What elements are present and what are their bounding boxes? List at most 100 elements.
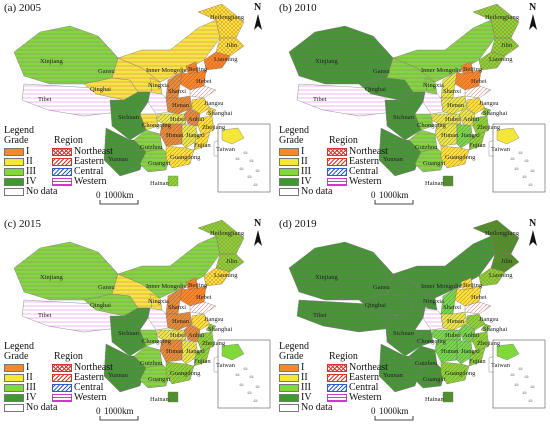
region-hatch — [192, 314, 210, 330]
province-label: Jilin — [226, 258, 238, 265]
region-hatch — [204, 268, 230, 286]
legend-region-label: Northeast — [349, 362, 388, 373]
scale-bar — [374, 416, 414, 421]
province-label: Jiangxi — [186, 132, 205, 139]
map-panel: (b) 2010 N 0 1000km Xinjiang Tibet Qinghai Gans… — [275, 0, 550, 216]
region-hatch — [467, 314, 485, 330]
region-hatch — [198, 4, 244, 38]
province-label: Hebei — [196, 294, 212, 301]
province-label: Hainan — [150, 396, 169, 403]
region-hatch — [455, 286, 481, 306]
legend-region-label: Eastern — [74, 372, 104, 383]
province-label: Qinghai — [90, 86, 111, 93]
legend-grade-label: II — [301, 156, 308, 167]
province-label: Sichuan — [118, 114, 139, 121]
region-hatch — [166, 362, 194, 384]
legend-grade-label: III — [26, 382, 36, 393]
inset-land — [221, 127, 245, 145]
province-label: Guangdong — [170, 370, 201, 377]
china-map — [13, 219, 271, 421]
region-hatch — [186, 62, 198, 74]
island-mark — [510, 157, 515, 160]
legend-row: I Northeast — [279, 363, 388, 373]
legend-grade-label: IV — [26, 176, 37, 187]
north-label: N — [529, 2, 537, 13]
north-arrow-icon — [254, 14, 262, 30]
province-label: Guizhou — [140, 360, 163, 367]
province-label: Tibet — [313, 96, 327, 103]
province-label: Beijing — [188, 282, 208, 289]
legend-row: III Central — [4, 167, 103, 177]
legend-region-swatch — [327, 384, 347, 392]
province-label: Guangdong — [445, 154, 476, 161]
province-label: Shanxi — [168, 304, 187, 311]
legend-region-swatch — [52, 374, 72, 382]
region-hatch — [204, 52, 230, 70]
north-label: N — [254, 2, 262, 13]
region-hatch — [359, 78, 413, 100]
region-hatch — [491, 254, 519, 272]
region-hatch — [118, 20, 220, 82]
island-mark — [522, 391, 527, 394]
region-hatch — [465, 302, 491, 314]
region-hatch — [180, 70, 206, 90]
province-label: Fujian — [469, 142, 486, 149]
island-mark — [235, 157, 240, 160]
region-hatch — [409, 130, 437, 152]
region-hatch — [469, 132, 485, 150]
province-label: Xinjiang — [40, 274, 63, 281]
province-label: Hunan — [166, 132, 184, 139]
legend-row: IV Western — [4, 177, 107, 187]
legend-region-label: Western — [74, 392, 107, 403]
province-label: Liaoning — [489, 272, 513, 279]
legend-region-swatch — [52, 384, 72, 392]
legend-region-label: Northeast — [74, 362, 113, 373]
island-mark — [528, 399, 533, 402]
province-label: Inner Mongolia — [146, 67, 187, 74]
scale-bar — [99, 416, 139, 421]
region-hatch — [385, 308, 425, 356]
legend-swatch — [279, 188, 299, 196]
legend-grade-label: II — [26, 156, 33, 167]
region-hatch — [473, 116, 489, 136]
region-hatch — [423, 308, 443, 330]
island-mark — [528, 183, 533, 186]
legend-swatch — [279, 404, 299, 412]
legend-region-swatch — [52, 158, 72, 166]
legend-region-swatch — [327, 158, 347, 166]
legend-region-label: Western — [74, 176, 107, 187]
legend-row: III Central — [279, 383, 378, 393]
region-hatch — [457, 340, 473, 364]
region-hatch — [415, 364, 445, 388]
region-hatch — [198, 116, 214, 136]
island-mark — [510, 373, 515, 376]
region-hatch — [160, 340, 182, 362]
province-label: Shanghai — [208, 110, 233, 117]
province-label: Hubei — [170, 116, 186, 123]
province-label: Hebei — [471, 294, 487, 301]
legend-region-swatch — [327, 178, 347, 186]
legend-grade-label: III — [301, 382, 311, 393]
province-label: Anhui — [463, 116, 480, 123]
legend-row: No data — [4, 403, 57, 413]
legend-region-label: Central — [74, 166, 104, 177]
province-label: Gansu — [98, 68, 115, 75]
scale-label: 1000km — [104, 190, 134, 200]
province-label: Taiwan — [216, 362, 236, 369]
province-label: Ningxia — [148, 298, 169, 305]
legend-swatch — [279, 178, 299, 186]
region-hatch — [180, 286, 206, 306]
legend-grade-label: I — [301, 362, 305, 373]
region-hatch — [459, 324, 475, 342]
region-hatch — [192, 98, 210, 114]
north-arrow-icon — [254, 230, 262, 246]
panel-title: (c) 2015 — [4, 218, 41, 230]
province-label: Hainan — [425, 180, 444, 187]
region-hatch — [110, 92, 150, 140]
province-label: Yunnan — [108, 156, 128, 163]
region-hatch — [479, 268, 505, 286]
region-hatch — [182, 340, 198, 364]
region-hatch — [84, 294, 138, 316]
legend-swatch — [279, 384, 299, 392]
